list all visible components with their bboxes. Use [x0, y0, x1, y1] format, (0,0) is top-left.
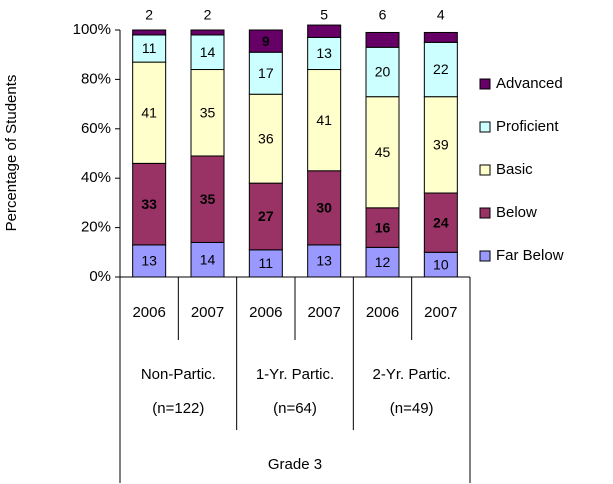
legend-swatch — [479, 250, 491, 262]
bar-segment — [307, 69, 342, 172]
data-label: 10 — [433, 256, 449, 272]
y-tick-label: 100% — [73, 21, 111, 38]
group-n: (n=64) — [273, 400, 317, 417]
y-tick-label: 40% — [81, 169, 111, 186]
data-label: 27 — [258, 208, 274, 224]
data-label: 24 — [433, 214, 449, 230]
bar-segment — [365, 96, 400, 209]
data-label: 4 — [437, 7, 445, 23]
group-n: (n=122) — [152, 400, 204, 417]
data-label: 14 — [200, 44, 216, 60]
bar-segment — [190, 155, 225, 243]
group-label: 2-Yr. Partic. — [372, 366, 450, 383]
x-tick-label: 2006 — [132, 304, 165, 321]
bar-segment — [190, 69, 225, 157]
data-label: 13 — [316, 253, 332, 269]
bar-segment — [365, 31, 400, 48]
x-tick-label: 2006 — [366, 304, 399, 321]
x-tick-label: 2007 — [424, 304, 457, 321]
data-label: 13 — [141, 253, 157, 269]
bar-segment — [365, 207, 400, 248]
data-label: 35 — [200, 191, 216, 207]
data-label: 9 — [262, 33, 270, 49]
y-tick-label: 20% — [81, 219, 111, 236]
data-label: 6 — [379, 7, 387, 23]
bar-segment — [248, 249, 283, 278]
group-label: 1-Yr. Partic. — [256, 366, 334, 383]
legend-swatch — [479, 164, 491, 176]
data-label: 30 — [316, 200, 332, 216]
group-n: (n=49) — [390, 400, 434, 417]
legend-swatch — [479, 78, 491, 90]
bar-segment — [423, 41, 458, 98]
data-label: 33 — [141, 196, 157, 212]
x-tick-label: 2007 — [307, 304, 340, 321]
legend-label: Basic — [496, 161, 533, 178]
data-label: 12 — [375, 254, 391, 270]
bar-segment — [190, 241, 225, 278]
bar-segment — [423, 251, 458, 278]
data-label: 41 — [316, 112, 332, 128]
bar-segment — [307, 36, 342, 71]
bar-segment — [248, 182, 283, 251]
data-label: 16 — [375, 219, 391, 235]
data-label: 14 — [200, 251, 216, 267]
data-label: 2 — [145, 7, 153, 23]
legend-swatch — [479, 121, 491, 133]
bar-segment — [190, 29, 225, 36]
bar-segment — [423, 96, 458, 194]
group-label: Non-Partic. — [141, 366, 216, 383]
data-label: 20 — [375, 64, 391, 80]
y-axis-label: Percentage of Students — [3, 75, 20, 232]
x-tick-label: 2006 — [249, 304, 282, 321]
super-category: Grade 3 — [268, 456, 322, 473]
bar-segment — [248, 51, 283, 95]
bar-segment — [190, 34, 225, 71]
bar-segment — [132, 162, 167, 246]
y-tick-label: 0% — [89, 268, 111, 285]
legend-swatch — [479, 207, 491, 219]
bar-segment — [248, 93, 283, 184]
legend-label: Advanced — [496, 75, 563, 92]
bar-segment — [365, 246, 400, 278]
data-label: 35 — [200, 104, 216, 120]
data-label: 22 — [433, 61, 449, 77]
bar-segment — [307, 170, 342, 246]
x-tick-label: 2007 — [191, 304, 224, 321]
bar-segment — [248, 29, 283, 53]
bar-segment — [423, 192, 458, 253]
legend-label: Proficient — [496, 118, 559, 135]
y-tick-label: 60% — [81, 120, 111, 137]
data-label: 45 — [375, 144, 391, 160]
bar-segment — [423, 31, 458, 43]
data-label: 2 — [204, 7, 212, 23]
data-label: 11 — [142, 40, 157, 56]
data-label: 5 — [320, 7, 328, 23]
bar-segment — [307, 24, 342, 38]
y-tick-label: 80% — [81, 70, 111, 87]
bar-segment — [132, 29, 167, 36]
legend-label: Below — [496, 204, 537, 221]
legend-label: Far Below — [496, 247, 564, 264]
data-label: 17 — [258, 65, 274, 81]
data-label: 11 — [259, 255, 274, 271]
data-label: 13 — [316, 45, 332, 61]
bar-segment — [365, 46, 400, 98]
data-label: 36 — [258, 130, 274, 146]
data-label: 41 — [141, 104, 157, 120]
bar-segment — [132, 61, 167, 164]
data-label: 39 — [433, 137, 449, 153]
